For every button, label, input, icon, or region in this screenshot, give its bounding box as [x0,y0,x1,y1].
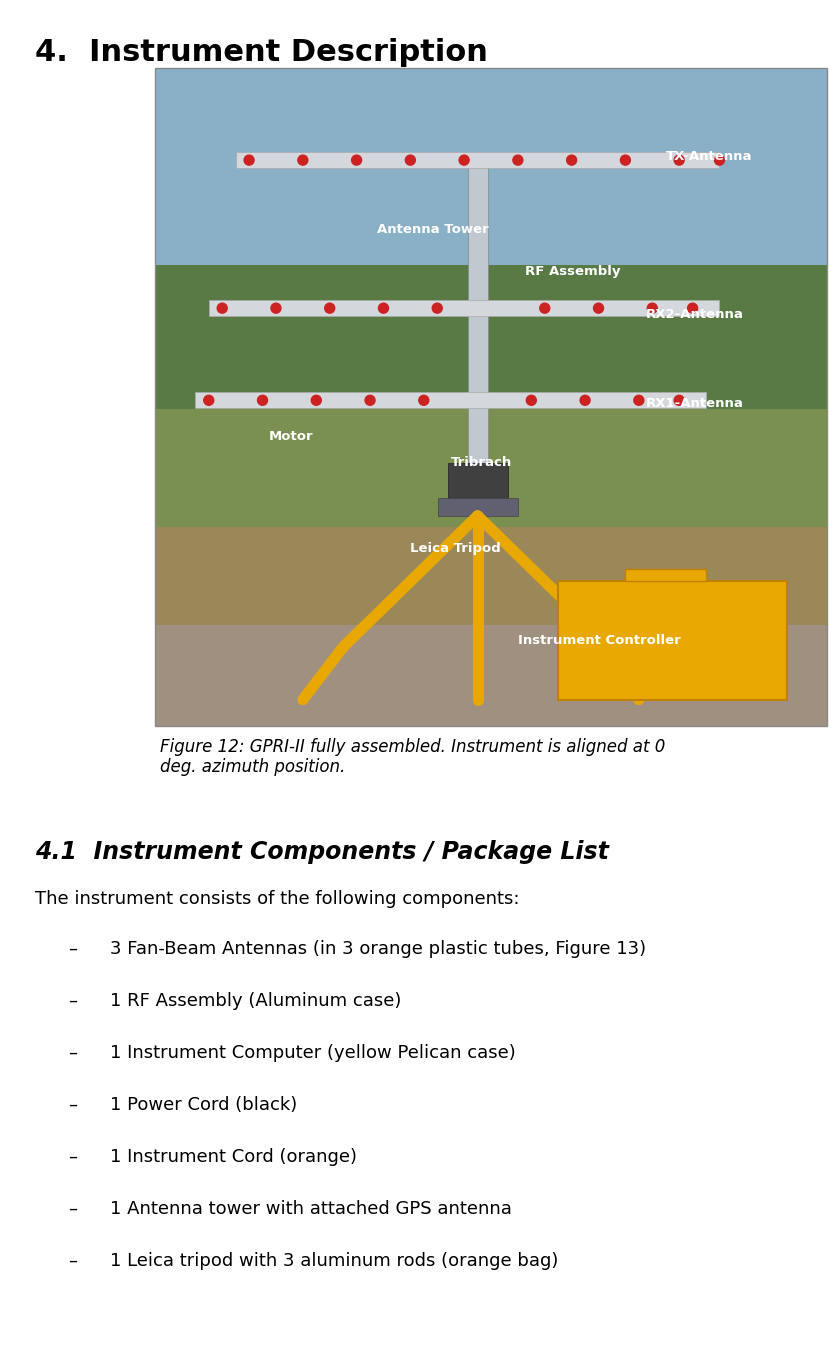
Circle shape [244,155,254,165]
Bar [155,265,827,409]
Bar [196,392,706,408]
Circle shape [634,396,643,405]
Text: 3 Fan-Beam Antennas (in 3 orange plastic tubes, Figure 13): 3 Fan-Beam Antennas (in 3 orange plastic… [110,940,646,957]
Text: –: – [68,991,77,1010]
Text: Leica Tripod: Leica Tripod [411,541,501,555]
Text: Motor: Motor [270,430,314,443]
Bar [448,462,507,498]
Bar [155,626,827,726]
Circle shape [540,303,549,313]
Circle shape [513,155,522,165]
Circle shape [312,396,321,405]
Circle shape [675,155,684,165]
Text: 1 RF Assembly (Aluminum case): 1 RF Assembly (Aluminum case) [110,991,402,1010]
Text: 1 Antenna tower with attached GPS antenna: 1 Antenna tower with attached GPS antenn… [110,1200,512,1219]
Circle shape [688,303,697,313]
Text: 1 Instrument Cord (orange): 1 Instrument Cord (orange) [110,1148,357,1166]
Text: TX-Antenna: TX-Antenna [666,151,753,163]
Circle shape [298,155,307,165]
Circle shape [419,396,428,405]
Text: RX1-Antenna: RX1-Antenna [646,397,743,411]
Bar [468,154,487,495]
Text: –: – [68,1148,77,1166]
Circle shape [271,303,281,313]
Circle shape [648,303,657,313]
Text: 4.1  Instrument Components / Package List: 4.1 Instrument Components / Package List [35,840,609,864]
Circle shape [352,155,361,165]
Circle shape [715,155,724,165]
Circle shape [204,396,213,405]
Bar [209,301,720,316]
Circle shape [258,396,267,405]
Circle shape [365,396,375,405]
Bar [626,570,706,581]
Text: Instrument Controller: Instrument Controller [518,634,680,647]
Circle shape [433,303,442,313]
Text: RX2-Antenna: RX2-Antenna [646,309,743,321]
Circle shape [580,396,590,405]
Text: The instrument consists of the following components:: The instrument consists of the following… [35,889,519,908]
Text: Tribrach: Tribrach [451,457,512,469]
Text: 1 Leica tripod with 3 aluminum rods (orange bag): 1 Leica tripod with 3 aluminum rods (ora… [110,1253,559,1270]
Bar [559,581,787,699]
Circle shape [621,155,630,165]
Bar [438,498,517,515]
Text: –: – [68,1200,77,1219]
Text: Figure 12: GPRI-II fully assembled. Instrument is aligned at 0: Figure 12: GPRI-II fully assembled. Inst… [160,738,665,756]
Text: –: – [68,1044,77,1062]
Circle shape [218,303,227,313]
Circle shape [379,303,388,313]
Circle shape [527,396,536,405]
Text: –: – [68,1253,77,1270]
Bar [155,68,827,726]
Circle shape [406,155,415,165]
Text: RF Assembly: RF Assembly [525,265,620,279]
Text: Antenna Tower: Antenna Tower [377,223,489,235]
Circle shape [325,303,334,313]
Circle shape [594,303,603,313]
Text: –: – [68,940,77,957]
Text: 4.  Instrument Description: 4. Instrument Description [35,38,488,67]
Bar [155,68,827,265]
Text: 1 Instrument Computer (yellow Pelican case): 1 Instrument Computer (yellow Pelican ca… [110,1044,516,1062]
Bar [155,409,827,526]
Text: deg. azimuth position.: deg. azimuth position. [160,758,345,777]
Text: –: – [68,1096,77,1114]
Circle shape [675,396,684,405]
Circle shape [459,155,469,165]
Bar [155,526,827,626]
Text: 1 Power Cord (black): 1 Power Cord (black) [110,1096,297,1114]
Bar [236,152,720,169]
Circle shape [567,155,576,165]
